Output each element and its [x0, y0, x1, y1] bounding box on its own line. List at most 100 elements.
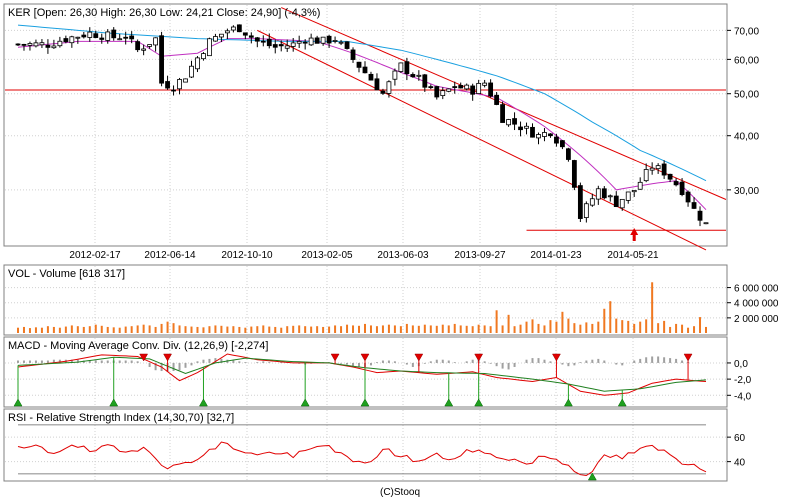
volume-axis-label: 6 000 000: [734, 284, 779, 295]
volume-bar: [226, 326, 229, 333]
volume-bar: [561, 311, 564, 333]
candle-body: [386, 81, 392, 94]
volume-bar: [423, 324, 426, 333]
sell-signal-marker: [360, 353, 370, 362]
candle-body: [380, 90, 386, 94]
volume-bar: [52, 326, 55, 333]
rsi-lines: [17, 441, 707, 477]
volume-bar: [172, 323, 175, 333]
ma-long-line: [17, 24, 707, 182]
candle-body: [470, 85, 476, 95]
candle-body: [254, 37, 260, 42]
volume-bar: [411, 325, 414, 333]
volume-bar: [663, 320, 666, 333]
volume-bar: [525, 321, 528, 333]
volume-bar: [363, 323, 366, 333]
volume-bar: [405, 323, 408, 333]
buy-signal-marker: [199, 398, 208, 407]
volume-bar: [232, 326, 235, 333]
candle-body: [536, 134, 541, 139]
volume-bar: [495, 310, 498, 333]
price-title: KER [Open: 26,30 High: 26,30 Low: 24,21 …: [8, 7, 320, 19]
volume-bar: [322, 326, 325, 333]
candle-body: [266, 38, 272, 47]
candle-body: [39, 42, 45, 46]
rsi-buy-marker: [587, 472, 597, 481]
volume-bar: [166, 321, 169, 333]
volume-axis-label: 4 000 000: [734, 299, 779, 310]
candle-body: [183, 78, 188, 83]
volume-bar: [202, 327, 205, 333]
candle-body: [661, 163, 667, 176]
volume-bar: [106, 326, 109, 333]
candle-body: [374, 78, 380, 91]
date-label: 2013-06-03: [377, 250, 429, 261]
candle-body: [248, 35, 254, 38]
price-panel-frame: [3, 3, 728, 247]
date-label: 2012-10-10: [221, 250, 273, 261]
rsi-panel: 60 40 RSI - Relative Strength Index (14,3…: [3, 408, 746, 482]
candle-body: [129, 35, 135, 40]
price-axis: 70,00 60,00 50,00 40,00 30,00: [727, 26, 759, 197]
volume-bar: [196, 326, 199, 333]
volume-bar: [70, 325, 73, 333]
candle-body: [260, 40, 266, 43]
volume-bar: [244, 327, 247, 333]
candle-body: [583, 203, 589, 218]
candle-body: [15, 43, 21, 46]
candle-body: [290, 42, 296, 47]
candle-body: [278, 44, 284, 47]
rsi-line: [17, 441, 707, 477]
buy-signal-marker: [563, 398, 573, 407]
candle-body: [625, 191, 631, 201]
sell-signal-marker: [330, 353, 340, 362]
macd-signals: [13, 353, 693, 407]
price-panel: 70,00 60,00 50,00 40,00 30,00 KER [Open: 26,…: [3, 3, 759, 251]
sell-signal-marker: [139, 353, 149, 362]
candle-body: [362, 66, 368, 74]
candle-body: [21, 43, 27, 46]
volume-bar: [130, 326, 133, 333]
volume-bar: [645, 319, 648, 333]
candle-body: [296, 41, 302, 44]
channel-lower-line: [257, 29, 707, 251]
volume-bar: [238, 326, 241, 333]
candle-body: [87, 31, 93, 38]
buy-signal-marker: [300, 398, 310, 407]
buy-signal-marker: [444, 398, 454, 407]
macd-lines: [17, 353, 707, 396]
volume-bar: [651, 282, 654, 333]
volume-bar: [483, 325, 486, 333]
volume-bar: [615, 318, 618, 333]
candle-body: [685, 191, 691, 203]
volume-bar: [88, 326, 91, 333]
buy-signal-marker: [13, 398, 23, 407]
price-axis-label: 40,00: [734, 132, 759, 143]
volume-bar: [693, 326, 696, 333]
volume-bar: [17, 327, 19, 333]
volume-bar: [28, 328, 31, 333]
buy-signal-marker: [360, 398, 370, 407]
candle-body: [99, 37, 105, 40]
volume-panel-frame: [3, 264, 728, 336]
volume-bar: [124, 326, 127, 333]
volume-bar: [214, 325, 217, 333]
volume-bar: [82, 326, 85, 333]
volume-bar: [100, 325, 103, 333]
moving-averages: [17, 24, 707, 211]
candle-body: [530, 126, 535, 138]
volume-bar: [441, 324, 444, 333]
candle-body: [344, 41, 350, 49]
volume-bar: [304, 326, 307, 333]
volume-bar: [609, 301, 612, 333]
date-label: 2013-02-05: [301, 250, 353, 261]
volume-bar: [76, 326, 79, 333]
buy-signal-marker: [474, 398, 484, 407]
candle-body: [147, 44, 153, 47]
volume-bar: [513, 326, 516, 333]
candle-body: [703, 222, 709, 225]
volume-bar: [310, 326, 313, 333]
macd-axis: 0,0 -2,0 -4,0: [727, 359, 752, 402]
sell-signal-marker: [163, 353, 172, 362]
candle-body: [392, 70, 398, 80]
